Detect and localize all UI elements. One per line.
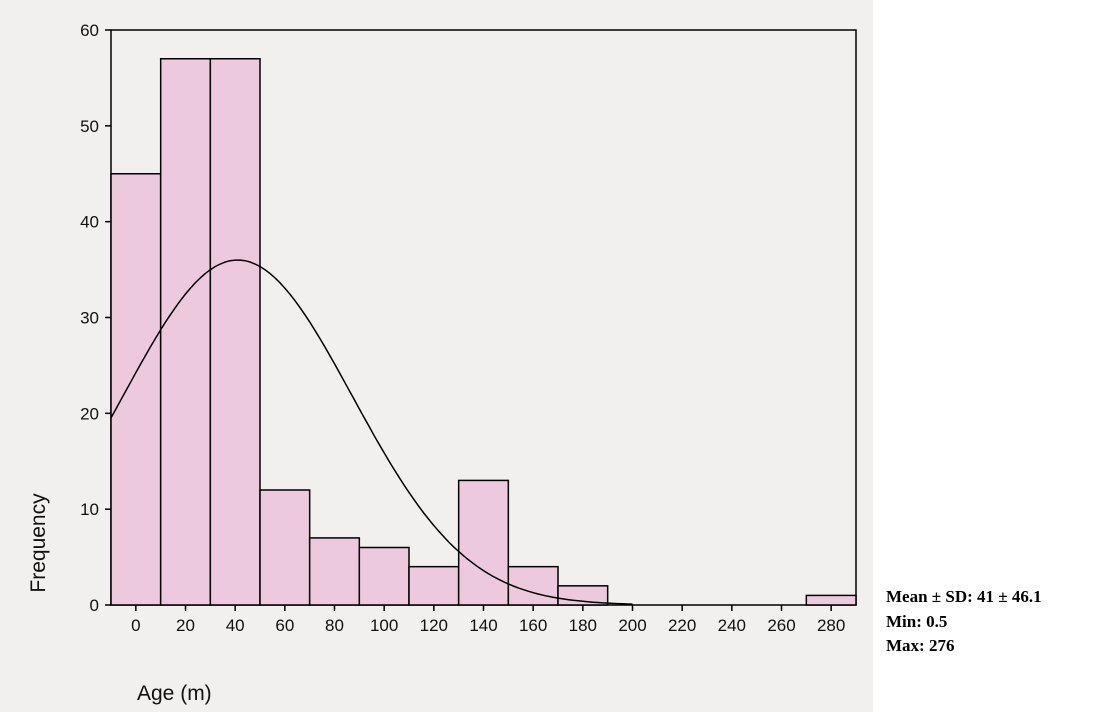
summary-statistics: Mean ± SD: 41 ± 46.1 Min: 0.5 Max: 276 xyxy=(886,585,1042,659)
x-tick-label: 240 xyxy=(718,616,746,635)
histogram-bar xyxy=(358,546,410,606)
max-label: Max: 276 xyxy=(886,636,955,655)
y-axis: 0 10 20 30 40 50 60 xyxy=(80,21,111,615)
x-axis-title: Age (m) xyxy=(137,682,212,705)
x-tick-label: 260 xyxy=(767,616,795,635)
x-axis: 0 20 40 60 80 100 120 140 160 180 200 220 240 260 280 xyxy=(131,605,845,635)
histogram-bar xyxy=(159,58,212,606)
x-tick-label: 200 xyxy=(618,616,646,635)
histogram-bar xyxy=(457,479,510,606)
min-label: Min: 0.5 xyxy=(886,611,948,631)
chart-panel: 0 10 20 30 40 50 60 0 20 40 60 80 100 120 140 160 180 20… xyxy=(0,0,873,712)
histogram-bar xyxy=(259,489,311,606)
y-tick-label: 20 xyxy=(80,404,99,423)
histogram-bar xyxy=(507,565,559,606)
y-tick-label: 50 xyxy=(80,117,99,136)
x-tick-label: 80 xyxy=(325,616,344,635)
x-tick-label: 220 xyxy=(668,616,696,635)
x-tick-label: 160 xyxy=(519,616,547,635)
mean-sd-label: Mean ± SD: 41 ± 46.1 xyxy=(886,587,1042,606)
x-tick-label: 120 xyxy=(420,616,448,635)
y-tick-label: 0 xyxy=(90,596,99,615)
x-tick-label: 20 xyxy=(176,616,195,635)
histogram-bar xyxy=(110,173,162,606)
y-axis-title: Frequency xyxy=(27,493,50,593)
x-tick-label: 280 xyxy=(817,616,845,635)
x-tick-label: 0 xyxy=(131,616,140,635)
y-tick-label: 30 xyxy=(80,309,99,328)
histogram-chart: 0 10 20 30 40 50 60 0 20 40 60 80 100 120 140 160 180 20… xyxy=(27,21,857,705)
x-tick-label: 180 xyxy=(569,616,597,635)
x-tick-label: 140 xyxy=(469,616,497,635)
y-tick-label: 40 xyxy=(80,213,99,232)
y-tick-label: 60 xyxy=(80,21,99,40)
histogram-bar xyxy=(408,565,460,606)
histogram-bar xyxy=(805,594,857,606)
x-tick-label: 100 xyxy=(370,616,398,635)
x-tick-label: 40 xyxy=(226,616,245,635)
bars-layer xyxy=(110,58,857,606)
histogram-bar xyxy=(308,537,361,606)
normal-curve xyxy=(110,259,633,605)
y-tick-label: 10 xyxy=(80,500,99,519)
histogram-bar xyxy=(209,58,261,606)
x-tick-label: 60 xyxy=(275,616,294,635)
